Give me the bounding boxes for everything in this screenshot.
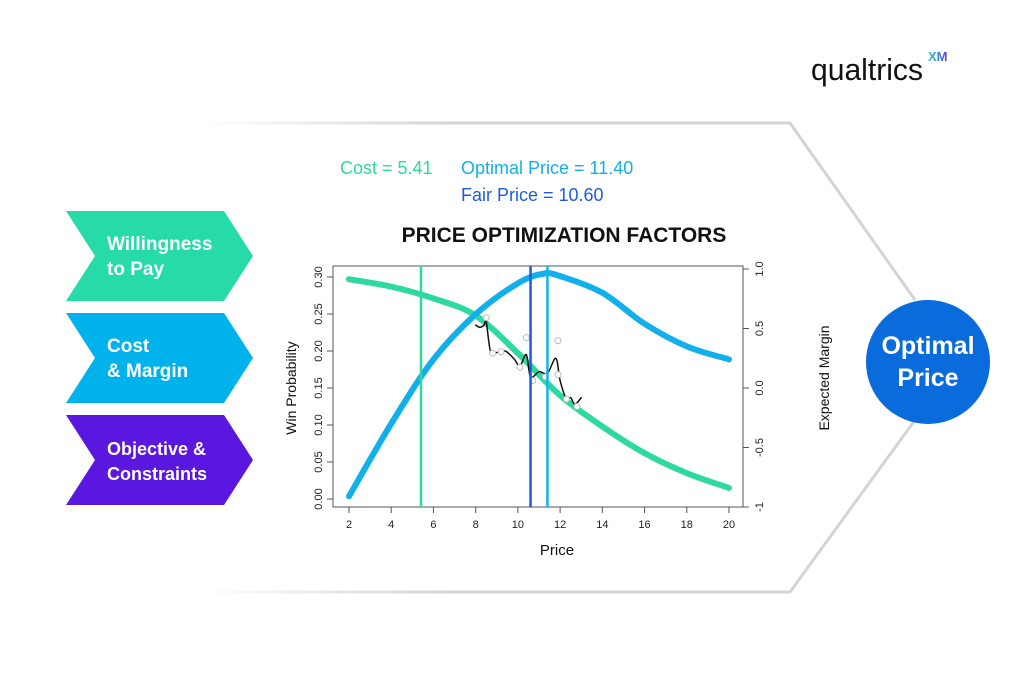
chevron-shape: [66, 211, 253, 301]
win-probability-curve: [346, 276, 732, 491]
x-tick-label: 18: [681, 519, 693, 531]
qualtrics-logo: qualtrics XM: [811, 49, 948, 87]
x-tick-label: 14: [596, 519, 608, 531]
data-point: [554, 371, 562, 379]
chart: Price Win Probability Expected Margin 2 4…: [283, 261, 832, 559]
y2-tick-label: -0.5: [754, 438, 766, 457]
chevron-shape: [66, 415, 253, 505]
y2-tick-label: 0.5: [754, 321, 766, 336]
x-tick-label: 10: [512, 519, 524, 531]
x-axis-label: Price: [540, 542, 574, 559]
data-point: [516, 363, 524, 371]
factor-willingness-to-pay: Willingness to Pay: [66, 211, 253, 301]
x-tick-label: 20: [723, 519, 735, 531]
y2-tick-label: 1.0: [754, 261, 766, 276]
data-point: [573, 403, 581, 410]
svg-text:& Margin: & Margin: [107, 361, 188, 382]
svg-text:Price: Price: [897, 364, 958, 392]
y-tick-label: 0.05: [313, 451, 325, 472]
expected-margin-curve: [346, 270, 732, 500]
svg-text:XM: XM: [928, 49, 948, 64]
optimal-price-annotation: Optimal Price = 11.40: [461, 158, 633, 178]
y-tick-label: 0.00: [313, 488, 325, 509]
svg-text:Optimal: Optimal: [881, 332, 974, 360]
cost-annotation: Cost = 5.41: [340, 158, 433, 178]
factor-cost-margin: Cost & Margin: [66, 313, 253, 403]
y-tick-label: 0.25: [313, 303, 325, 324]
y-tick-label: 0.15: [313, 377, 325, 398]
svg-text:Objective &: Objective &: [107, 439, 206, 459]
y2-axis-label: Expected Margin: [816, 325, 832, 430]
optimal-price-result: Optimal Price: [866, 300, 990, 424]
x-tick-label: 4: [388, 519, 394, 531]
x-tick-label: 8: [473, 519, 479, 531]
observed-data-line: [474, 319, 582, 406]
factor-objective-constraints: Objective & Constraints: [66, 415, 253, 505]
chevron-shape: [66, 313, 253, 403]
svg-text:qualtrics: qualtrics: [811, 52, 923, 87]
x-tick-label: 2: [346, 519, 352, 531]
y-tick-label: 0.10: [313, 414, 325, 435]
svg-text:Willingness: Willingness: [107, 234, 212, 255]
x-tick-label: 6: [430, 519, 436, 531]
data-point: [489, 349, 497, 357]
y-tick-label: 0.30: [313, 266, 325, 287]
data-point: [562, 395, 570, 403]
data-point: [497, 348, 505, 356]
svg-text:Constraints: Constraints: [107, 464, 207, 484]
outline-arrow: [200, 121, 917, 594]
chart-title: PRICE OPTIMIZATION FACTORS: [402, 224, 727, 247]
svg-text:to Pay: to Pay: [107, 259, 164, 280]
y-tick-label: 0.20: [313, 340, 325, 361]
svg-text:Cost: Cost: [107, 336, 150, 357]
y2-tick-label: 0.0: [754, 380, 766, 395]
x-tick-label: 16: [638, 519, 650, 531]
y2-tick-label: -1: [754, 502, 766, 512]
data-point: [554, 337, 562, 345]
data-point: [482, 314, 490, 322]
data-point: [522, 334, 530, 342]
fair-price-annotation: Fair Price = 10.60: [461, 185, 604, 205]
x-tick-label: 12: [554, 519, 566, 531]
y-axis-label: Win Probability: [283, 341, 299, 434]
plot-frame: [332, 265, 744, 508]
